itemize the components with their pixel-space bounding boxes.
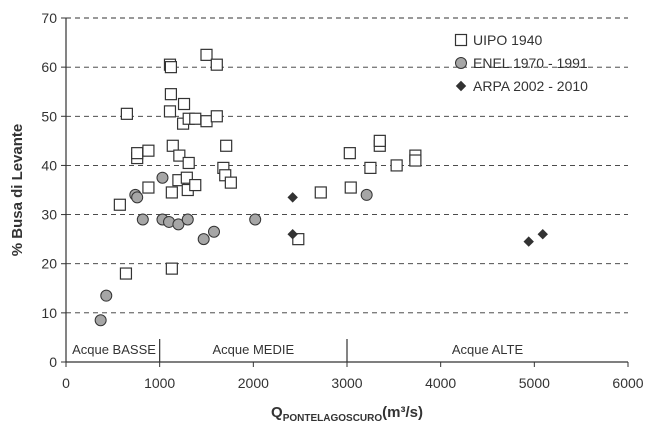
- x-tick-label: 6000: [612, 375, 643, 391]
- uipo-1940-point: [182, 156, 195, 170]
- uipo-1940-point: [119, 267, 133, 280]
- uipo-1940-point: [113, 198, 126, 211]
- enel-1970-1991-point: [207, 225, 220, 238]
- legend-marker: [455, 57, 467, 69]
- y-tick-label: 30: [41, 207, 57, 223]
- enel-1970-1991-point: [249, 213, 262, 226]
- x-tick-label: 4000: [425, 375, 456, 391]
- uipo-1940-point: [163, 105, 177, 118]
- uipo-1940-point: [142, 181, 155, 194]
- x-tick-label: 2000: [238, 375, 269, 391]
- uipo-1940-point: [131, 147, 144, 160]
- uipo-1940-point: [314, 186, 327, 199]
- uipo-1940-point: [177, 97, 191, 111]
- region-label: Acque ALTE: [452, 342, 524, 357]
- x-tick-label: 0: [62, 375, 70, 391]
- legend-label: ENEL 1970 - 1991: [473, 55, 588, 71]
- y-tick-label: 20: [41, 256, 57, 272]
- enel-1970-1991-point: [360, 188, 373, 201]
- legend-marker: [455, 80, 467, 92]
- enel-1970-1991-point: [172, 218, 185, 231]
- uipo-1940-point: [200, 48, 213, 61]
- enel-1970-1991-point: [136, 213, 149, 226]
- uipo-1940-point: [189, 112, 202, 125]
- y-tick-label: 50: [41, 108, 57, 124]
- uipo-1940-point: [344, 181, 357, 194]
- uipo-1940-point: [364, 161, 377, 174]
- uipo-1940-point: [164, 88, 178, 101]
- x-axis-title-unit: (m³/s): [382, 404, 423, 421]
- y-tick-label: 70: [41, 10, 57, 26]
- uipo-1940-point: [210, 110, 223, 123]
- enel-1970-1991-point: [156, 171, 169, 184]
- enel-1970-1991-point: [131, 191, 144, 204]
- uipo-1940-point: [343, 147, 356, 160]
- region-label: Acque BASSE: [72, 342, 156, 357]
- arpa-2002-2010-point: [537, 229, 548, 240]
- x-axis-title: QPONTELAGOSCURO(m³/s): [271, 404, 423, 424]
- uipo-1940-point: [409, 154, 422, 167]
- enel-1970-1991-point: [100, 289, 113, 302]
- uipo-1940-point: [200, 115, 213, 128]
- arpa-2002-2010-point: [287, 192, 298, 203]
- y-tick-label: 40: [41, 157, 57, 173]
- x-tick-label: 5000: [519, 375, 550, 391]
- arpa-2002-2010-point: [287, 229, 298, 240]
- uipo-1940-point: [120, 107, 133, 120]
- x-tick-labels: 0 1000 2000 3000 4000 5000 6000: [62, 362, 644, 391]
- regions: Acque BASSE Acque MEDIE Acque ALTE: [72, 339, 523, 362]
- uipo-1940-point: [166, 139, 179, 152]
- uipo-1940-point: [224, 176, 237, 189]
- uipo-1940-point: [165, 186, 178, 199]
- uipo-1940-point: [390, 159, 403, 172]
- uipo-1940-point: [210, 58, 223, 71]
- y-tick-labels: 0 10 20 30 40 50 60 70: [41, 10, 66, 370]
- enel-1970-1991-point: [181, 213, 194, 226]
- uipo-1940-point: [173, 149, 186, 162]
- y-axis-title: % Busa di Levante: [9, 124, 26, 257]
- uipo-1940-point: [373, 134, 386, 147]
- uipo-1940-point: [164, 61, 178, 74]
- y-tick-label: 0: [49, 354, 57, 370]
- y-tick-label: 10: [41, 305, 57, 321]
- region-label: Acque MEDIE: [213, 342, 295, 357]
- y-tick-label: 60: [41, 59, 57, 75]
- uipo-1940-point: [189, 178, 202, 192]
- enel-1970-1991-point: [94, 314, 107, 327]
- uipo-1940-point: [180, 171, 193, 184]
- legend-marker: [454, 33, 468, 47]
- legend-label: ARPA 2002 - 2010: [473, 78, 588, 94]
- x-axis-title-subscript: PONTELAGOSCURO: [283, 413, 383, 424]
- arpa-2002-2010-point: [523, 236, 534, 247]
- x-tick-label: 1000: [144, 375, 175, 391]
- uipo-1940-point: [165, 262, 178, 275]
- legend: UIPO 1940 ENEL 1970 - 1991 ARPA 2002 - 201…: [454, 32, 588, 94]
- x-tick-label: 3000: [331, 375, 362, 391]
- uipo-1940-point: [142, 144, 155, 157]
- enel-1970-1991-point: [197, 233, 210, 246]
- uipo-1940-point: [220, 139, 233, 152]
- legend-label: UIPO 1940: [473, 32, 542, 48]
- x-axis-title-main: Q: [271, 404, 283, 421]
- data-points: [94, 48, 548, 327]
